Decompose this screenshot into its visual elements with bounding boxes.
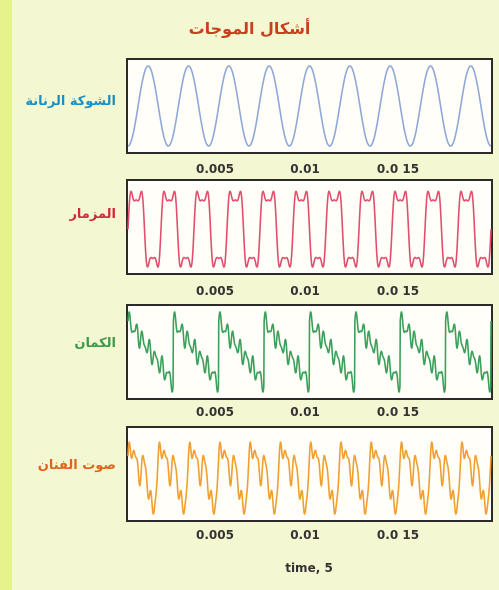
waveform-line-3 bbox=[128, 312, 491, 392]
waveform-line-4 bbox=[128, 442, 491, 514]
waveform-line-1 bbox=[128, 66, 491, 146]
waveform-line-2 bbox=[128, 191, 491, 267]
